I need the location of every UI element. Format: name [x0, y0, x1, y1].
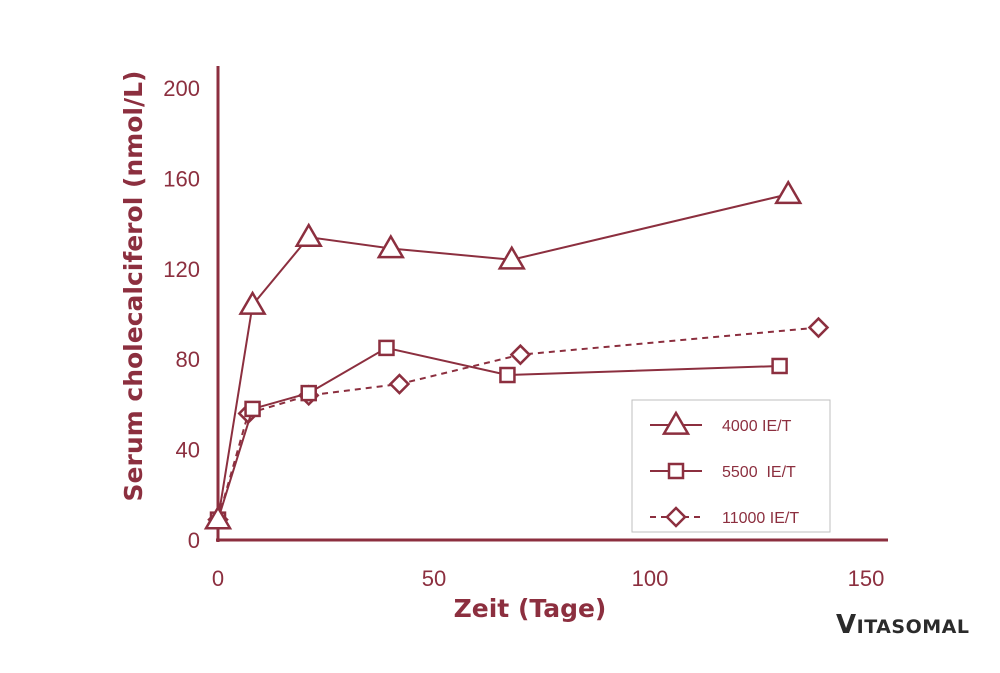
- series-line-square: [217, 346, 780, 520]
- logo-initial: V: [836, 610, 857, 640]
- series-line-triangle: [217, 193, 789, 520]
- series-square: [209, 339, 788, 528]
- legend-label: 4000 IE/T: [722, 418, 792, 435]
- series-layer: [203, 179, 830, 531]
- x-axis-title: Zeit (Tage): [454, 594, 607, 623]
- diamond-marker: [388, 373, 411, 395]
- y-tick-label: 200: [163, 76, 200, 101]
- legend: 4000 IE/T 5500 IE/T 11000 IE/T: [631, 399, 831, 533]
- x-tick-label: 50: [422, 566, 446, 591]
- triangle-marker: [661, 410, 691, 435]
- square-marker: [244, 400, 261, 418]
- y-axis-title: Serum cholecalciferol (nmol/L): [119, 71, 148, 502]
- square-marker: [771, 357, 788, 375]
- square-marker: [300, 384, 317, 402]
- triangle-marker: [376, 233, 405, 259]
- square-marker: [378, 339, 395, 357]
- square-marker: [499, 366, 516, 384]
- logo-rest: ITASOMAL: [856, 616, 970, 638]
- series-line-diamond: [217, 326, 819, 520]
- legend-box: [631, 399, 831, 533]
- y-tick-label: 120: [163, 257, 200, 282]
- x-tick-label: 100: [632, 566, 669, 591]
- x-tick-label: 150: [848, 566, 885, 591]
- y-tick-label: 160: [163, 166, 200, 191]
- series-triangle: [203, 179, 803, 530]
- vitasomal-logo: VITASOMAL: [836, 610, 969, 640]
- y-tick-label: 80: [176, 347, 200, 372]
- legend-label: 11000 IE/T: [722, 510, 799, 527]
- diamond-marker: [509, 343, 532, 366]
- x-tick-label: 0: [212, 566, 224, 591]
- axes: 0 40 80 120 160 200 0 50 100 150 Zeit (Tage) Serum …: [119, 66, 888, 623]
- triangle-marker: [497, 245, 526, 270]
- triangle-marker: [294, 222, 323, 248]
- square-marker: [667, 462, 685, 480]
- triangle-marker: [774, 179, 803, 205]
- triangle-marker: [203, 505, 233, 530]
- diamond-marker: [665, 506, 687, 528]
- legend-label: 5500 IE/T: [722, 464, 796, 481]
- y-tick-label: 0: [188, 528, 200, 553]
- diamond-marker: [807, 316, 830, 339]
- y-tick-label: 40: [176, 438, 200, 463]
- triangle-marker: [238, 290, 267, 315]
